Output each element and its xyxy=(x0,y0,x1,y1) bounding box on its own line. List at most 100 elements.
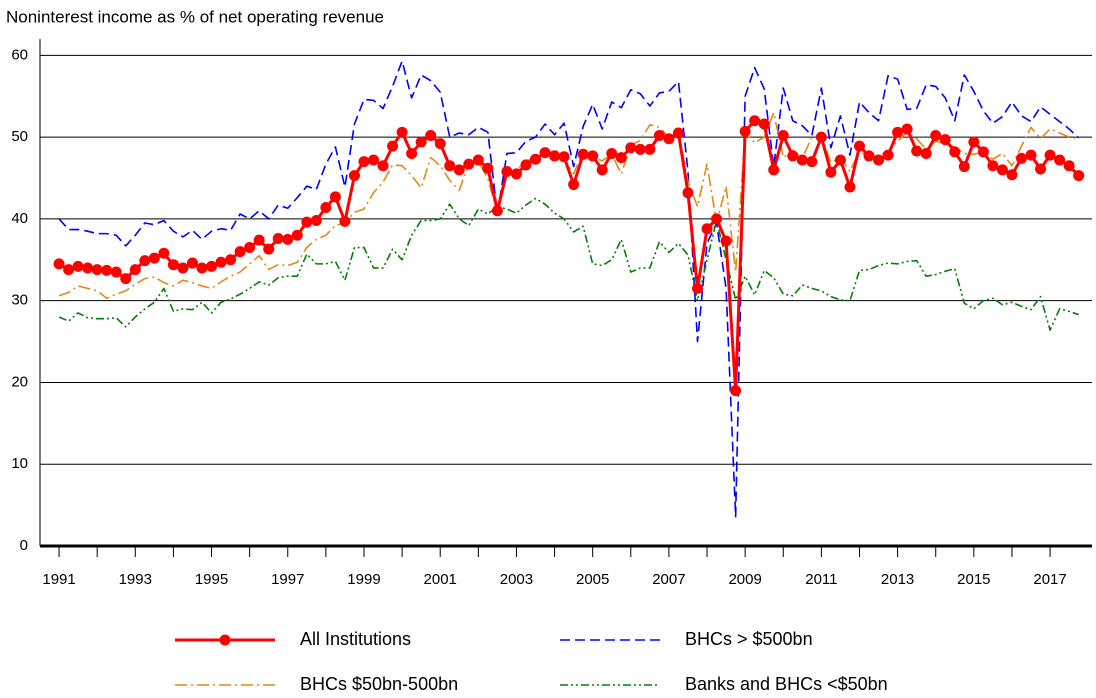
data-point xyxy=(796,154,808,166)
data-point xyxy=(568,179,580,191)
data-point xyxy=(968,136,980,148)
data-point xyxy=(1073,170,1085,182)
data-point xyxy=(625,142,637,154)
data-point xyxy=(606,147,618,159)
data-point xyxy=(549,150,561,162)
data-point xyxy=(72,260,84,272)
data-point xyxy=(987,160,999,172)
data-point xyxy=(530,153,542,165)
data-point xyxy=(901,123,913,135)
data-point xyxy=(263,243,275,255)
x-tick-label: 1999 xyxy=(347,571,380,588)
x-tick-label: 2001 xyxy=(424,571,457,588)
data-point xyxy=(1025,149,1037,161)
data-point xyxy=(615,152,627,164)
data-point xyxy=(596,164,608,176)
data-point xyxy=(672,127,684,139)
data-point xyxy=(806,156,818,168)
data-point xyxy=(282,233,294,245)
data-point xyxy=(139,255,151,267)
data-point xyxy=(225,254,237,266)
data-point xyxy=(739,125,751,137)
data-point xyxy=(291,229,303,241)
y-tick-label: 60 xyxy=(11,46,28,63)
y-tick-label: 0 xyxy=(20,537,28,554)
data-point xyxy=(777,129,789,141)
data-point xyxy=(930,129,942,141)
data-point xyxy=(244,242,256,254)
series-line xyxy=(58,119,1080,393)
data-point xyxy=(949,146,961,158)
data-point xyxy=(958,161,970,173)
data-point xyxy=(758,118,770,130)
data-point xyxy=(939,134,951,146)
data-point xyxy=(129,264,141,276)
data-point xyxy=(186,257,198,269)
data-point xyxy=(491,205,503,217)
data-point xyxy=(863,150,875,162)
data-point xyxy=(482,162,494,174)
data-point xyxy=(587,150,599,162)
data-point xyxy=(425,129,437,141)
data-point xyxy=(320,201,332,213)
data-point xyxy=(834,154,846,166)
data-point xyxy=(463,158,475,170)
data-point xyxy=(539,147,551,159)
data-point xyxy=(634,143,646,155)
data-point xyxy=(692,282,703,294)
data-point xyxy=(158,247,170,259)
data-point xyxy=(520,159,532,171)
x-tick-label: 1991 xyxy=(42,571,75,588)
data-point xyxy=(234,246,246,258)
data-point xyxy=(510,168,522,180)
data-point xyxy=(348,170,360,182)
data-point xyxy=(911,145,923,157)
data-point xyxy=(329,191,341,203)
data-point xyxy=(301,216,313,228)
data-point xyxy=(1035,163,1047,175)
data-point xyxy=(396,126,408,138)
legend-marker xyxy=(219,634,231,646)
data-point xyxy=(1063,160,1075,172)
data-point xyxy=(1015,152,1027,164)
data-point xyxy=(253,234,265,246)
data-point xyxy=(215,256,227,268)
data-point xyxy=(472,154,484,166)
x-tick-label: 1993 xyxy=(119,571,152,588)
data-point xyxy=(501,165,513,177)
data-point xyxy=(339,215,351,227)
data-point xyxy=(844,181,856,193)
data-point xyxy=(768,164,780,176)
data-point xyxy=(977,146,989,158)
data-point xyxy=(644,143,656,155)
data-point xyxy=(196,262,208,274)
x-tick-label: 2017 xyxy=(1033,571,1066,588)
data-point xyxy=(53,258,65,270)
data-point xyxy=(882,149,894,161)
y-tick-label: 30 xyxy=(11,292,28,309)
data-point xyxy=(82,262,94,274)
data-point xyxy=(377,160,389,172)
x-tick-label: 2003 xyxy=(500,571,533,588)
data-point xyxy=(101,264,113,276)
data-point xyxy=(120,273,132,285)
data-point xyxy=(853,140,865,152)
data-point xyxy=(453,164,465,176)
data-point xyxy=(558,151,570,163)
legend-label: BHCs $50bn-500bn xyxy=(300,674,458,694)
data-point xyxy=(444,160,456,172)
data-point xyxy=(1006,169,1018,181)
x-tick-label: 1997 xyxy=(271,571,304,588)
data-point xyxy=(148,252,160,264)
data-point xyxy=(577,148,589,160)
data-point xyxy=(415,136,427,148)
data-point xyxy=(720,235,732,247)
data-point xyxy=(701,223,713,235)
data-point xyxy=(873,154,885,166)
data-point xyxy=(406,147,418,159)
series-line xyxy=(58,60,1080,518)
x-tick-label: 1995 xyxy=(195,571,228,588)
data-point xyxy=(91,264,103,276)
data-point xyxy=(711,213,723,225)
